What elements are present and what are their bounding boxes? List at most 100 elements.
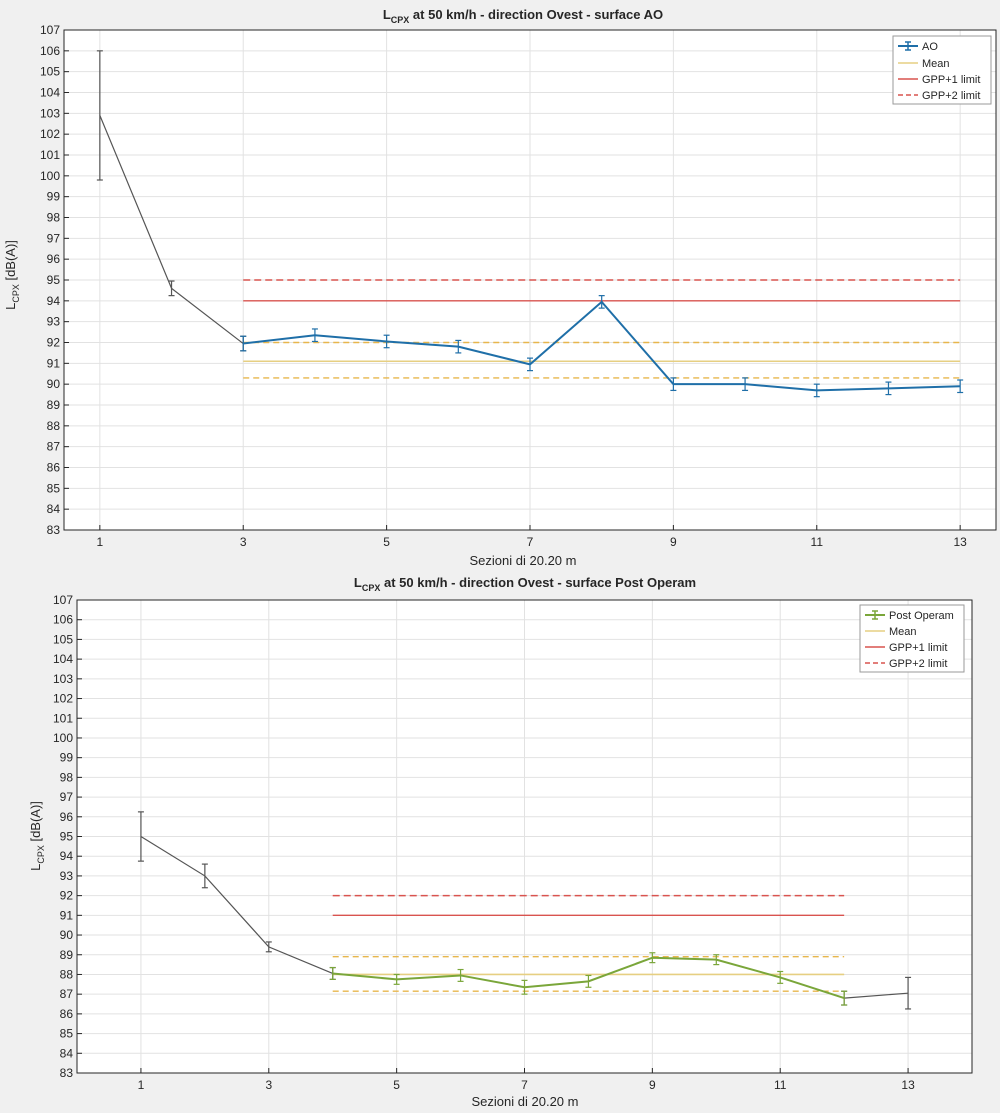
pre-section-series-line: [140, 835, 333, 975]
post-operam-series-errorbar: [649, 952, 656, 964]
chart-ao-xlabel: Sezioni di 20.20 m: [470, 553, 577, 568]
y-tick-label: 98: [60, 770, 74, 784]
legend-gpp2-label: GPP+2 limit: [922, 90, 980, 102]
y-tick-label: 88: [60, 967, 74, 981]
y-tick-label: 105: [53, 632, 73, 646]
y-tick-label: 97: [60, 790, 74, 804]
x-tick-label: 11: [774, 1078, 787, 1092]
y-tick-label: 93: [47, 315, 61, 329]
y-tick-label: 90: [60, 928, 74, 942]
chart-ao-plot-area: 8384858687888990919293949596979899100101…: [40, 23, 997, 549]
y-tick-label: 85: [47, 481, 61, 495]
post-operam-series-errorbar: [841, 990, 848, 1006]
svg-text:LCPX [dB(A)]: LCPX [dB(A)]: [3, 240, 21, 310]
ao-series-errorbar: [813, 383, 820, 398]
pre-section-series-errorbar: [137, 811, 144, 862]
y-tick-label: 102: [40, 127, 60, 141]
y-tick-label: 99: [47, 190, 61, 204]
legend-gpp2-label: GPP+2 limit: [889, 658, 947, 670]
y-tick-label: 95: [60, 830, 74, 844]
x-tick-label: 13: [953, 535, 967, 549]
post-operam-series-errorbar: [585, 974, 592, 988]
post-section-series-errorbar: [905, 976, 912, 1010]
y-tick-label: 83: [47, 523, 61, 537]
pre-section-series-errorbar: [201, 863, 208, 889]
chart-post-plot-area: 8384858687888990919293949596979899100101…: [53, 593, 973, 1092]
ao-series-errorbar: [957, 379, 964, 394]
y-tick-label: 101: [53, 711, 73, 725]
y-tick-label: 105: [40, 65, 60, 79]
chart-post-title: LCPX at 50 km/h - direction Ovest - surf…: [354, 575, 696, 593]
legend-gpp1-label: GPP+1 limit: [922, 74, 980, 86]
ao-series-errorbar: [527, 357, 533, 372]
x-tick-label: 3: [240, 535, 247, 549]
post-operam-series-errorbar: [393, 973, 400, 985]
post-section-series-line: [844, 992, 909, 999]
y-tick-label: 101: [40, 148, 60, 162]
y-tick-label: 94: [60, 849, 74, 863]
y-tick-label: 83: [60, 1066, 74, 1080]
chart-ao-legend: AO Mean GPP+1 limit GPP+2 limit: [892, 35, 992, 105]
y-tick-label: 89: [60, 948, 74, 962]
y-tick-label: 88: [47, 419, 61, 433]
x-tick-label: 5: [383, 535, 390, 549]
y-tick-label: 106: [40, 44, 60, 58]
post-operam-series-errorbar: [521, 979, 528, 995]
ao-series-errorbar: [742, 377, 749, 392]
y-tick-label: 85: [60, 1027, 74, 1041]
ao-series-errorbar: [670, 377, 677, 392]
y-tick-label: 103: [53, 672, 73, 686]
y-tick-label: 90: [47, 377, 61, 391]
chart-post-operam: LCPX at 50 km/h - direction Ovest - surf…: [28, 575, 973, 1109]
post-operam-series-errorbar: [777, 970, 784, 984]
y-tick-label: 84: [60, 1046, 74, 1060]
y-tick-label: 89: [47, 398, 61, 412]
ao-series-errorbar: [311, 328, 318, 343]
x-tick-label: 7: [521, 1078, 528, 1092]
y-tick-label: 100: [40, 169, 60, 183]
post-operam-series-errorbar: [457, 968, 464, 982]
svg-text:LCPX [dB(A)]: LCPX [dB(A)]: [28, 801, 46, 871]
ao-series-errorbar: [383, 334, 390, 349]
x-tick-label: 1: [97, 535, 104, 549]
y-tick-label: 91: [47, 356, 61, 370]
y-tick-label: 102: [53, 692, 73, 706]
y-tick-label: 84: [47, 502, 61, 516]
ao-series-errorbar: [598, 295, 605, 309]
legend-ao-label: AO: [922, 41, 938, 53]
x-tick-label: 5: [393, 1078, 400, 1092]
y-tick-label: 86: [60, 1007, 74, 1021]
x-tick-label: 11: [811, 535, 824, 549]
ao-series-errorbar: [455, 339, 462, 354]
y-tick-label: 91: [60, 908, 74, 922]
x-tick-label: 1: [138, 1078, 145, 1092]
chart-post-xlabel: Sezioni di 20.20 m: [472, 1094, 579, 1109]
x-tick-label: 9: [670, 535, 677, 549]
y-tick-label: 87: [47, 440, 61, 454]
legend-mean-label: Mean: [889, 626, 917, 638]
x-tick-label: 7: [527, 535, 534, 549]
post-operam-series-errorbar: [713, 954, 720, 966]
x-tick-label: 9: [649, 1078, 656, 1092]
y-tick-label: 100: [53, 731, 73, 745]
post-operam-series-errorbar: [329, 966, 336, 980]
chart-post-ylabel: LCPX [dB(A)]: [28, 801, 46, 871]
y-tick-label: 96: [60, 810, 74, 824]
y-tick-label: 106: [53, 613, 73, 627]
x-tick-label: 3: [265, 1078, 272, 1092]
x-tick-label: 13: [901, 1078, 915, 1092]
legend-box: [892, 35, 992, 105]
y-tick-label: 96: [47, 252, 61, 266]
legend-box: [859, 604, 965, 673]
chart-post-legend: Post Operam Mean GPP+1 limit GPP+2 limit: [859, 604, 965, 673]
pre-section-series-errorbar: [168, 280, 175, 297]
y-tick-label: 104: [40, 86, 60, 100]
ao-series-errorbar: [240, 335, 247, 352]
y-tick-label: 93: [60, 869, 74, 883]
y-tick-label: 98: [47, 211, 61, 225]
y-tick-label: 103: [40, 106, 60, 120]
y-tick-label: 86: [47, 461, 61, 475]
y-tick-label: 107: [53, 593, 73, 607]
y-tick-label: 94: [47, 294, 61, 308]
